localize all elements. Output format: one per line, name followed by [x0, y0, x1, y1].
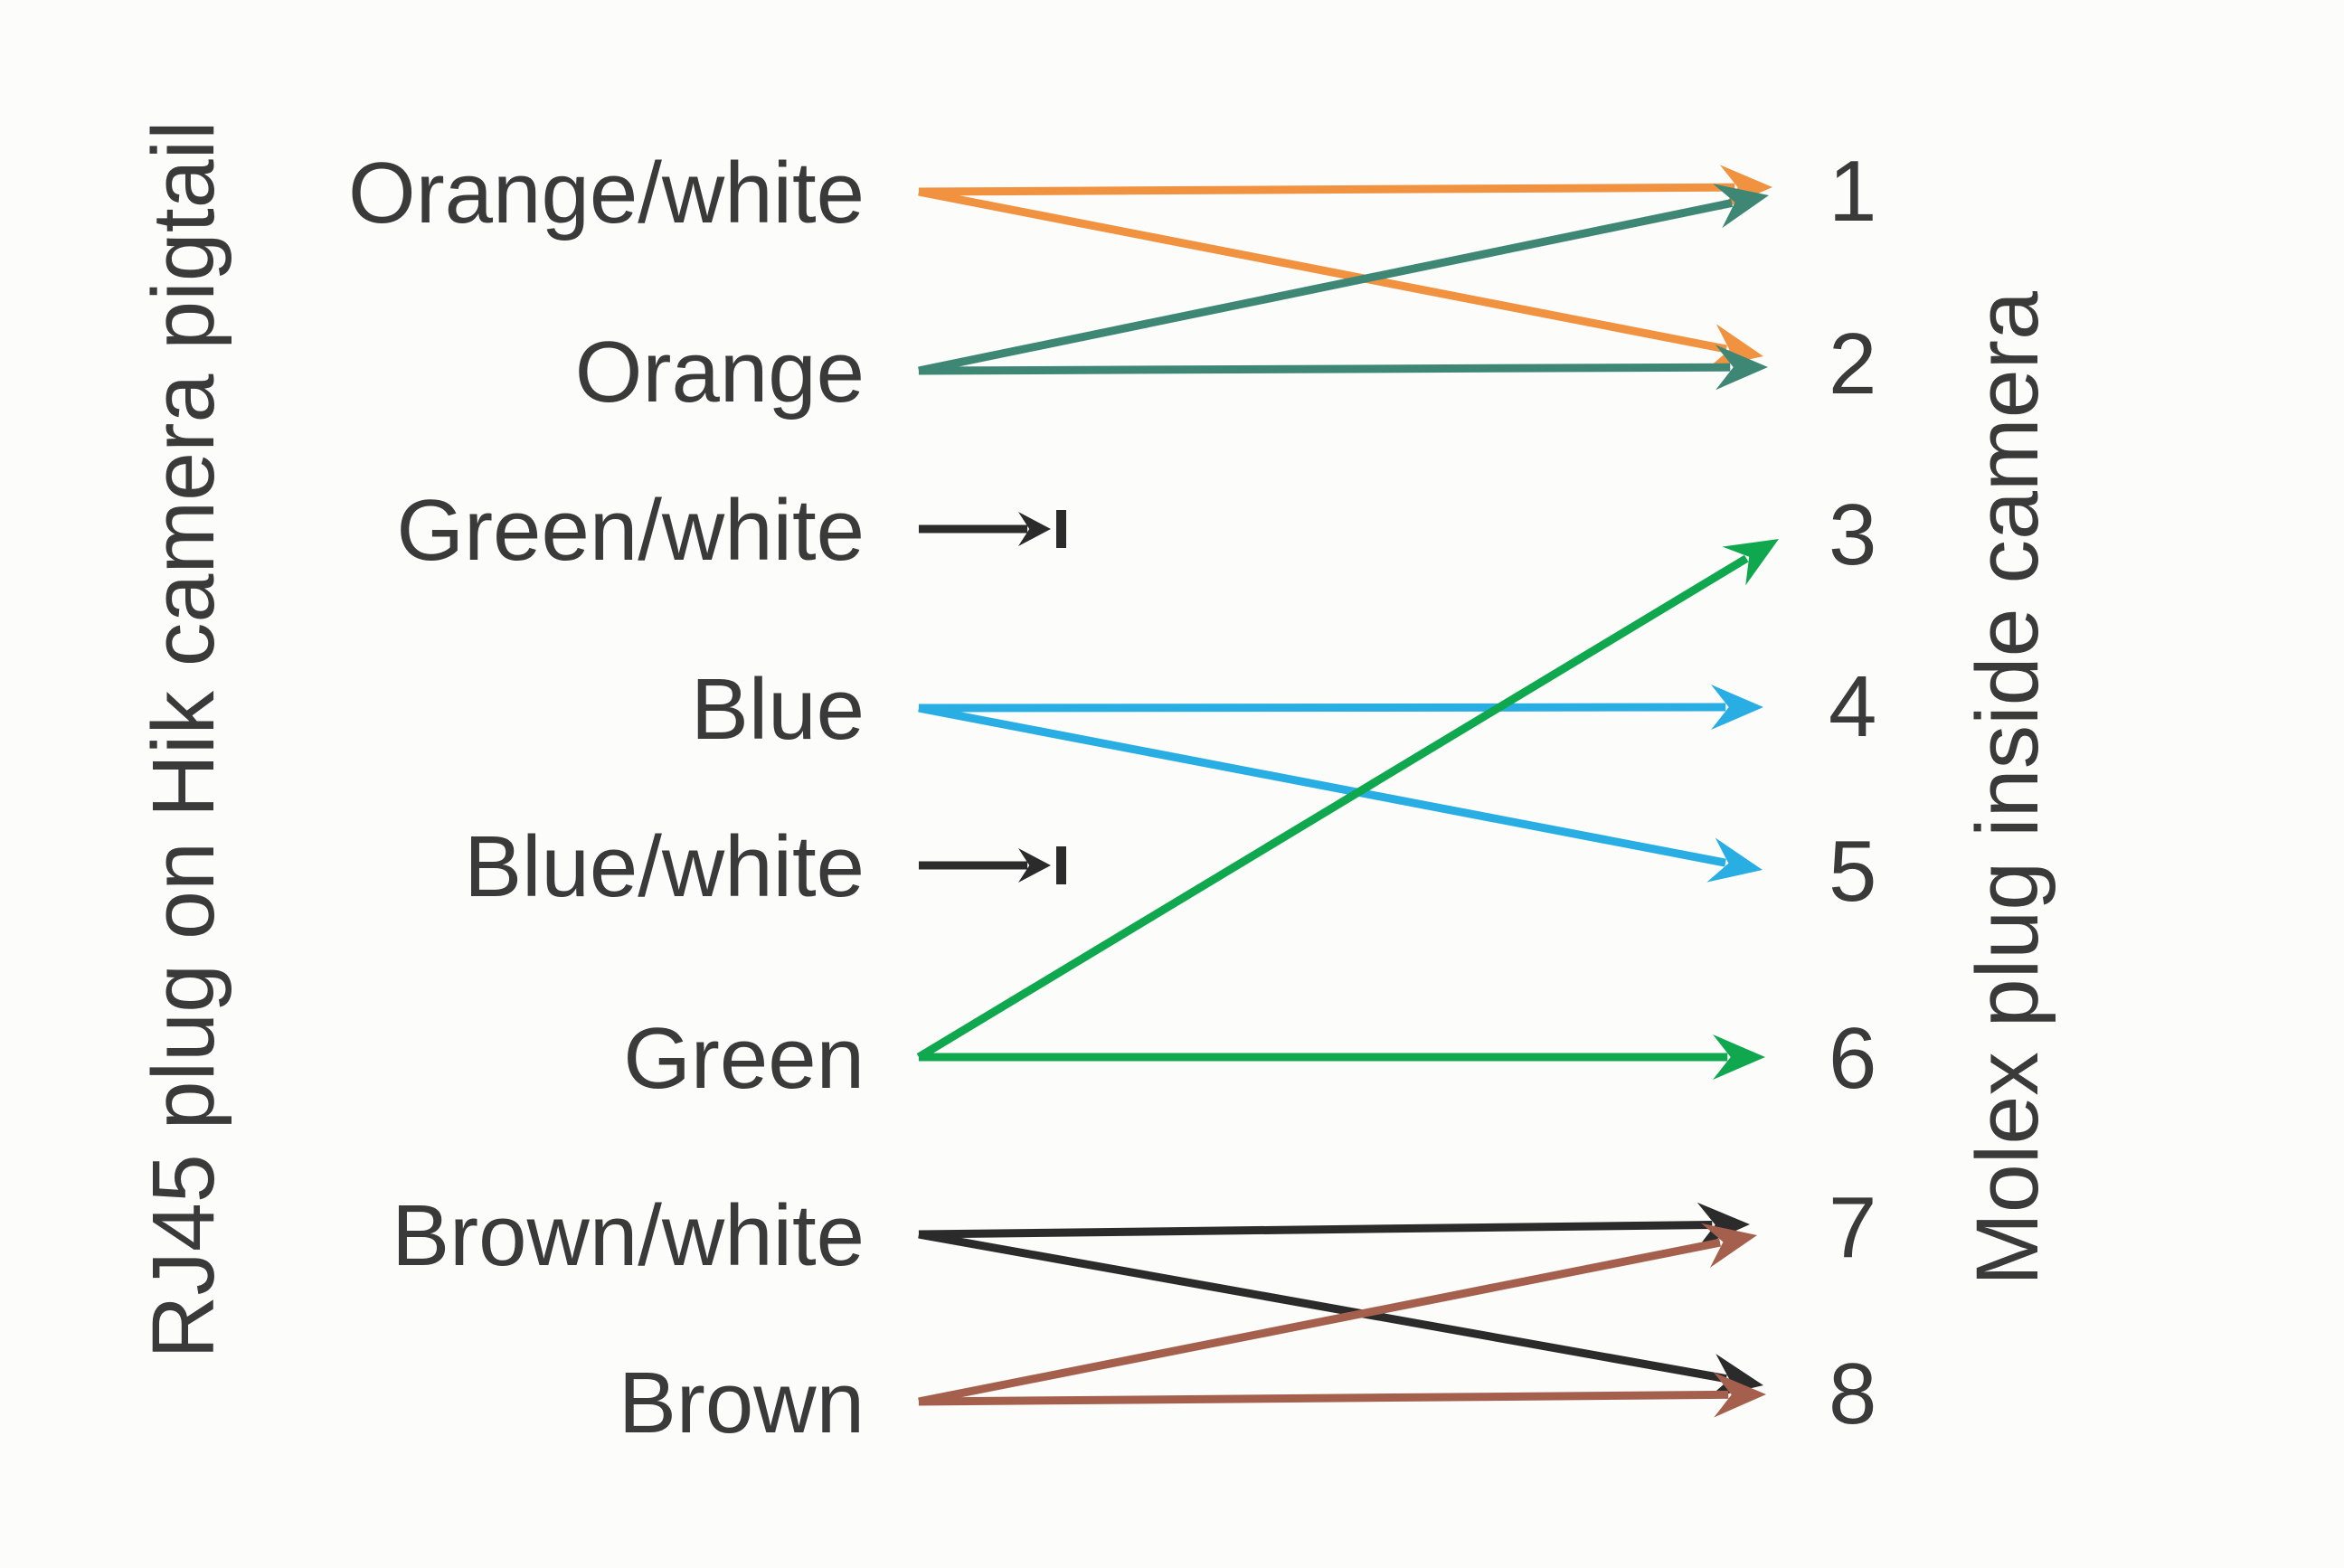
wire-arrows	[916, 165, 1779, 1418]
arrow-brown-to-pin-8-head	[1713, 1372, 1766, 1418]
arrow-orange-to-pin-1-head	[1713, 184, 1769, 229]
arrow-orange-white-to-pin-2-head	[1707, 324, 1763, 369]
stub-stop-bar-blue-white	[1056, 846, 1066, 884]
pin-number-8: 8	[1829, 1346, 1876, 1442]
wire-label-green: Green	[623, 1010, 865, 1107]
arrow-green-to-pin-6-head	[1713, 1034, 1765, 1080]
arrow-orange-to-pin-2-head	[1715, 345, 1768, 391]
arrow-brown-white-to-pin-7-head	[1697, 1202, 1750, 1248]
wire-label-brown-white: Brown/white	[392, 1187, 865, 1284]
stub-arrow-blue-white-head	[1018, 848, 1051, 883]
arrow-blue-to-pin-5-line	[918, 704, 1726, 867]
arrow-orange-to-pin-1-line	[918, 199, 1734, 375]
arrow-orange-white-to-pin-2-line	[918, 187, 1727, 354]
arrow-orange-to-pin-2-line	[918, 363, 1731, 375]
arrow-brown-to-pin-7-head	[1701, 1223, 1757, 1268]
right-axis-label: Molex plug inside camera	[1958, 291, 2056, 1286]
wire-label-orange: Orange	[575, 324, 865, 420]
arrow-green-to-pin-3-line	[916, 554, 1749, 1061]
arrow-brown-white-to-pin-7-line	[918, 1221, 1713, 1239]
pin-number-6: 6	[1829, 1010, 1876, 1107]
arrow-blue-to-pin-4-head	[1710, 685, 1763, 731]
arrow-brown-to-pin-8-line	[918, 1390, 1729, 1406]
pin-number-2: 2	[1829, 316, 1876, 412]
pin-number-3: 3	[1829, 486, 1876, 583]
arrow-brown-white-to-pin-8-head	[1707, 1354, 1763, 1399]
arrow-brown-white-to-pin-8-line	[918, 1230, 1727, 1384]
wire-label-green-white: Green/white	[396, 482, 865, 579]
wire-label-brown: Brown	[619, 1355, 865, 1451]
arrow-brown-to-pin-7-line	[918, 1238, 1721, 1406]
pin-number-4: 4	[1829, 658, 1876, 755]
wire-label-blue-white: Blue/white	[464, 818, 865, 915]
stub-stop-bar-green-white	[1056, 510, 1066, 548]
pin-number-7: 7	[1829, 1179, 1876, 1276]
pin-number-1: 1	[1829, 143, 1876, 240]
left-axis-label: RJ45 plug on Hik camera pigtail	[134, 120, 232, 1358]
arrow-blue-to-pin-4-line	[918, 703, 1726, 713]
wire-label-blue: Blue	[691, 661, 865, 758]
pin-number-5: 5	[1829, 823, 1876, 920]
arrow-blue-to-pin-5-head	[1706, 837, 1763, 883]
wire-label-orange-white: Orange/white	[348, 145, 865, 241]
stub-arrow-green-white-head	[1018, 512, 1051, 546]
arrow-orange-white-to-pin-1-line	[918, 183, 1735, 196]
arrow-green-to-pin-3-head	[1722, 539, 1779, 586]
